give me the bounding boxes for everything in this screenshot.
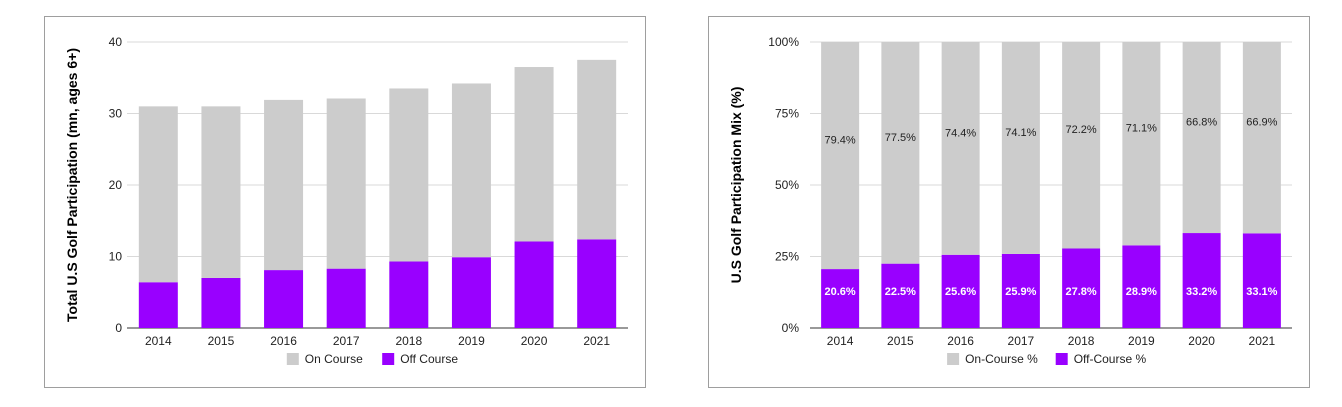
bar-on-course bbox=[881, 42, 920, 264]
bar-on-course bbox=[941, 42, 980, 255]
legend-label: On-Course % bbox=[965, 352, 1038, 366]
x-tick-label: 2018 bbox=[395, 334, 422, 348]
y-tick-label: 25% bbox=[775, 250, 799, 264]
data-label: 77.5% bbox=[885, 132, 916, 144]
bar-on-course bbox=[821, 42, 860, 270]
bar-off-course bbox=[514, 241, 554, 328]
bar-off-course bbox=[821, 269, 860, 328]
y-tick-label: 40 bbox=[109, 35, 123, 49]
legend-label: Off Course bbox=[400, 352, 458, 366]
x-tick-label: 2020 bbox=[521, 334, 548, 348]
data-label: 25.9% bbox=[1005, 286, 1036, 298]
participation-total-chart: 0 10 20 30 40 Total U.S Golf Participation (m… bbox=[44, 16, 646, 388]
bar-on-course bbox=[138, 106, 178, 283]
x-tick-label: 2015 bbox=[208, 334, 235, 348]
bar-off-course bbox=[1122, 245, 1161, 328]
participation-mix-chart-svg: 0% 25% 50% 75% 100% U.S Golf Participation Mi… bbox=[728, 35, 1292, 366]
bar-off-course bbox=[1001, 253, 1040, 328]
bar-on-course bbox=[1242, 42, 1281, 234]
bar-on-course bbox=[1062, 42, 1101, 249]
x-tick-label: 2014 bbox=[827, 334, 854, 348]
x-tick-label: 2017 bbox=[1008, 334, 1035, 348]
x-tick-label: 2020 bbox=[1188, 334, 1215, 348]
bar-off-course bbox=[389, 261, 429, 328]
bar-on-course bbox=[514, 67, 554, 242]
data-label: 66.9% bbox=[1246, 117, 1277, 129]
legend-label: Off-Course % bbox=[1074, 352, 1147, 366]
data-label: 22.5% bbox=[885, 286, 916, 298]
data-label: 28.9% bbox=[1126, 286, 1157, 298]
bar-on-course bbox=[577, 59, 617, 240]
bar-on-course bbox=[201, 106, 241, 278]
legend-swatch bbox=[382, 353, 395, 365]
data-label: 33.2% bbox=[1186, 286, 1217, 298]
data-label: 25.6% bbox=[945, 286, 976, 298]
participation-total-chart-svg: 0 10 20 30 40 Total U.S Golf Participation (m… bbox=[64, 35, 628, 366]
bar-on-course bbox=[1001, 42, 1040, 254]
bar-on-course bbox=[264, 99, 304, 271]
x-tick-label: 2018 bbox=[1068, 334, 1095, 348]
bar-off-course bbox=[326, 268, 366, 328]
bar-off-course bbox=[1182, 233, 1221, 328]
legend-swatch bbox=[286, 353, 299, 365]
data-label: 27.8% bbox=[1066, 286, 1097, 298]
x-tick-label: 2016 bbox=[270, 334, 297, 348]
bar-off-course bbox=[577, 239, 617, 328]
legend-label: On Course bbox=[305, 352, 363, 366]
bar-on-course bbox=[389, 88, 429, 262]
y-tick-label: 100% bbox=[768, 35, 799, 49]
bar-off-course bbox=[1242, 233, 1281, 328]
data-label: 71.1% bbox=[1126, 123, 1157, 135]
legend-swatch bbox=[1055, 353, 1068, 365]
bar-off-course bbox=[264, 270, 304, 328]
y-tick-label: 0 bbox=[115, 321, 122, 335]
y-tick-label: 0% bbox=[782, 321, 800, 335]
y-tick-label: 20 bbox=[109, 178, 123, 192]
x-tick-label: 2021 bbox=[1249, 334, 1276, 348]
x-tick-label: 2016 bbox=[947, 334, 974, 348]
bar-on-course bbox=[326, 98, 366, 269]
bar-off-course bbox=[881, 263, 920, 328]
y-tick-label: 50% bbox=[775, 178, 799, 192]
participation-mix-chart: 0% 25% 50% 75% 100% U.S Golf Participation Mi… bbox=[708, 16, 1310, 388]
bar-on-course bbox=[1182, 42, 1221, 234]
legend-swatch bbox=[947, 353, 960, 365]
bar-off-course bbox=[138, 282, 178, 328]
bar-on-course bbox=[451, 83, 491, 258]
x-tick-label: 2015 bbox=[887, 334, 914, 348]
y-tick-label: 75% bbox=[775, 107, 799, 121]
bar-on-course bbox=[1122, 42, 1161, 246]
bar-off-course bbox=[1062, 248, 1101, 328]
data-label: 72.2% bbox=[1066, 124, 1097, 136]
x-tick-label: 2019 bbox=[458, 334, 485, 348]
bar-off-course bbox=[201, 277, 241, 328]
y-tick-label: 10 bbox=[109, 250, 123, 264]
x-tick-label: 2014 bbox=[145, 334, 172, 348]
data-label: 33.1% bbox=[1246, 286, 1277, 298]
x-tick-label: 2021 bbox=[583, 334, 610, 348]
y-tick-label: 30 bbox=[109, 107, 123, 121]
x-tick-label: 2019 bbox=[1128, 334, 1155, 348]
bar-off-course bbox=[451, 257, 491, 328]
data-label: 79.4% bbox=[825, 135, 856, 147]
bar-off-course bbox=[941, 254, 980, 328]
y-axis-title: U.S Golf Participation Mix (%) bbox=[728, 87, 744, 284]
data-label: 74.4% bbox=[945, 127, 976, 139]
data-label: 66.8% bbox=[1186, 117, 1217, 129]
x-tick-label: 2017 bbox=[333, 334, 360, 348]
y-axis-title: Total U.S Golf Participation (mn, ages 6… bbox=[64, 48, 80, 322]
data-label: 74.1% bbox=[1005, 127, 1036, 139]
data-label: 20.6% bbox=[825, 286, 856, 298]
